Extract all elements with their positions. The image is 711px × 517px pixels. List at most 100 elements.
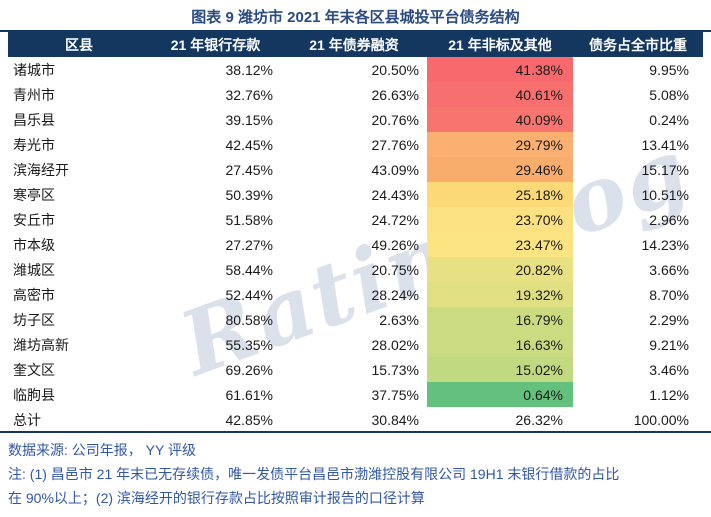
bond-financing-cell: 20.76% [371, 111, 419, 128]
table-row: 青州市 32.76% 26.63% 40.61% 5.08% [8, 82, 703, 107]
citywide-share-cell: 13.41% [641, 136, 689, 153]
citywide-share-cell: 15.17% [641, 161, 689, 178]
bank-deposit-cell: 80.58% [225, 311, 273, 328]
bond-financing-cell: 30.84% [371, 411, 419, 428]
nonstandard-cell: 41.38% [427, 57, 573, 82]
bank-deposit-cell: 27.27% [225, 236, 273, 253]
nonstandard-cell: 20.82% [427, 257, 573, 282]
figure-title: 图表 9 潍坊市 2021 年末各区县城投平台债务结构 [191, 9, 520, 26]
bank-deposit-cell: 27.45% [225, 161, 273, 178]
column-header-bond: 21 年债券融资 [309, 36, 399, 53]
nonstandard-cell: 40.61% [427, 82, 573, 107]
table-row: 临朐县 61.61% 37.75% 0.64% 1.12% [8, 382, 703, 407]
bottom-divider-line [0, 431, 711, 433]
bond-financing-cell: 20.75% [371, 261, 419, 278]
bond-financing-cell: 24.43% [371, 186, 419, 203]
citywide-share-cell: 3.66% [649, 261, 689, 278]
bond-financing-cell: 2.63% [379, 311, 419, 328]
district-cell: 市本级 [13, 236, 55, 253]
district-cell: 奎文区 [13, 361, 55, 378]
table-row: 高密市 52.44% 28.24% 19.32% 8.70% [8, 282, 703, 307]
table-row: 坊子区 80.58% 2.63% 16.79% 2.29% [8, 307, 703, 332]
column-header-share: 债务占全市比重 [589, 36, 687, 53]
table-row: 安丘市 51.58% 24.72% 23.70% 2.96% [8, 207, 703, 232]
table-row: 奎文区 69.26% 15.73% 15.02% 3.46% [8, 357, 703, 382]
district-cell: 青州市 [13, 86, 55, 103]
citywide-share-cell: 1.12% [649, 386, 689, 403]
debt-structure-table: 区县 21 年银行存款 21 年债券融资 21 年非标及其他 债务占全市比重 诸… [8, 32, 703, 432]
nonstandard-cell: 40.09% [427, 107, 573, 132]
district-cell: 坊子区 [13, 311, 55, 328]
district-cell: 安丘市 [13, 211, 55, 228]
table-row: 潍城区 58.44% 20.75% 20.82% 3.66% [8, 257, 703, 282]
nonstandard-cell: 16.63% [427, 332, 573, 357]
bank-deposit-cell: 38.12% [225, 61, 273, 78]
column-header-nonstd: 21 年非标及其他 [448, 36, 552, 53]
table-row: 市本级 27.27% 49.26% 23.47% 14.23% [8, 232, 703, 257]
citywide-share-cell: 2.29% [649, 311, 689, 328]
table-row: 昌乐县 39.15% 20.76% 40.09% 0.24% [8, 107, 703, 132]
bank-deposit-cell: 58.44% [225, 261, 273, 278]
nonstandard-cell: 23.47% [427, 232, 573, 257]
bank-deposit-cell: 50.39% [225, 186, 273, 203]
data-source-line: 数据来源: 公司年报， YY 评级 [8, 442, 196, 458]
citywide-share-cell: 0.24% [649, 111, 689, 128]
table-row: 滨海经开 27.45% 43.09% 29.46% 15.17% [8, 157, 703, 182]
bank-deposit-cell: 32.76% [225, 86, 273, 103]
nonstandard-cell: 16.79% [427, 307, 573, 332]
note-line-1: 注: (1) 昌邑市 21 年末已无存续债，唯一发债平台昌邑市渤潍控股有限公司 … [8, 466, 620, 482]
nonstandard-cell: 23.70% [427, 207, 573, 232]
nonstandard-cell: 25.18% [427, 182, 573, 207]
bond-financing-cell: 43.09% [371, 161, 419, 178]
bond-financing-cell: 20.50% [371, 61, 419, 78]
district-cell: 诸城市 [13, 61, 55, 78]
bank-deposit-cell: 51.58% [225, 211, 273, 228]
bond-financing-cell: 28.02% [371, 336, 419, 353]
district-cell: 寒亭区 [13, 186, 55, 203]
district-cell: 高密市 [13, 286, 55, 303]
bond-financing-cell: 28.24% [371, 286, 419, 303]
bank-deposit-cell: 52.44% [225, 286, 273, 303]
bank-deposit-cell: 39.15% [225, 111, 273, 128]
citywide-share-cell: 10.51% [641, 186, 689, 203]
note-line-2: 在 90%以上；(2) 滨海经开的银行存款占比按照审计报告的口径计算 [8, 490, 425, 506]
citywide-share-cell: 100.00% [633, 411, 689, 428]
column-header-bank: 21 年银行存款 [170, 36, 261, 53]
bond-financing-cell: 37.75% [371, 386, 419, 403]
citywide-share-cell: 3.46% [649, 361, 689, 378]
nonstandard-cell: 19.32% [427, 282, 573, 307]
top-divider-line [0, 30, 711, 32]
table-row: 寒亭区 50.39% 24.43% 25.18% 10.51% [8, 182, 703, 207]
bank-deposit-cell: 55.35% [225, 336, 273, 353]
district-cell: 昌乐县 [13, 111, 55, 128]
table-body: 诸城市 38.12% 20.50% 41.38% 9.95% 青州市 32.76% 26.63… [8, 57, 703, 432]
district-cell: 潍城区 [13, 261, 55, 278]
citywide-share-cell: 9.21% [649, 336, 689, 353]
nonstandard-cell: 26.32% [515, 411, 563, 428]
citywide-share-cell: 8.70% [649, 286, 689, 303]
district-cell: 总计 [13, 411, 41, 428]
district-cell: 临朐县 [13, 386, 55, 403]
citywide-share-cell: 9.95% [649, 61, 689, 78]
bank-deposit-cell: 61.61% [225, 386, 273, 403]
bond-financing-cell: 26.63% [371, 86, 419, 103]
bond-financing-cell: 15.73% [371, 361, 419, 378]
citywide-share-cell: 5.08% [649, 86, 689, 103]
bank-deposit-cell: 69.26% [225, 361, 273, 378]
table-row: 总计 42.85% 30.84% 26.32% 100.00% [8, 407, 703, 432]
district-cell: 滨海经开 [13, 161, 69, 178]
table-row: 诸城市 38.12% 20.50% 41.38% 9.95% [8, 57, 703, 82]
nonstandard-cell: 15.02% [427, 357, 573, 382]
table-header-row: 区县 21 年银行存款 21 年债券融资 21 年非标及其他 债务占全市比重 [8, 32, 703, 57]
bank-deposit-cell: 42.45% [225, 136, 273, 153]
bank-deposit-cell: 42.85% [225, 411, 273, 428]
column-header-district: 区县 [65, 36, 93, 53]
citywide-share-cell: 2.96% [649, 211, 689, 228]
nonstandard-cell: 0.64% [427, 382, 573, 407]
table-row: 寿光市 42.45% 27.76% 29.79% 13.41% [8, 132, 703, 157]
bond-financing-cell: 24.72% [371, 211, 419, 228]
nonstandard-cell: 29.79% [427, 132, 573, 157]
table-row: 潍坊高新 55.35% 28.02% 16.63% 9.21% [8, 332, 703, 357]
citywide-share-cell: 14.23% [641, 236, 689, 253]
